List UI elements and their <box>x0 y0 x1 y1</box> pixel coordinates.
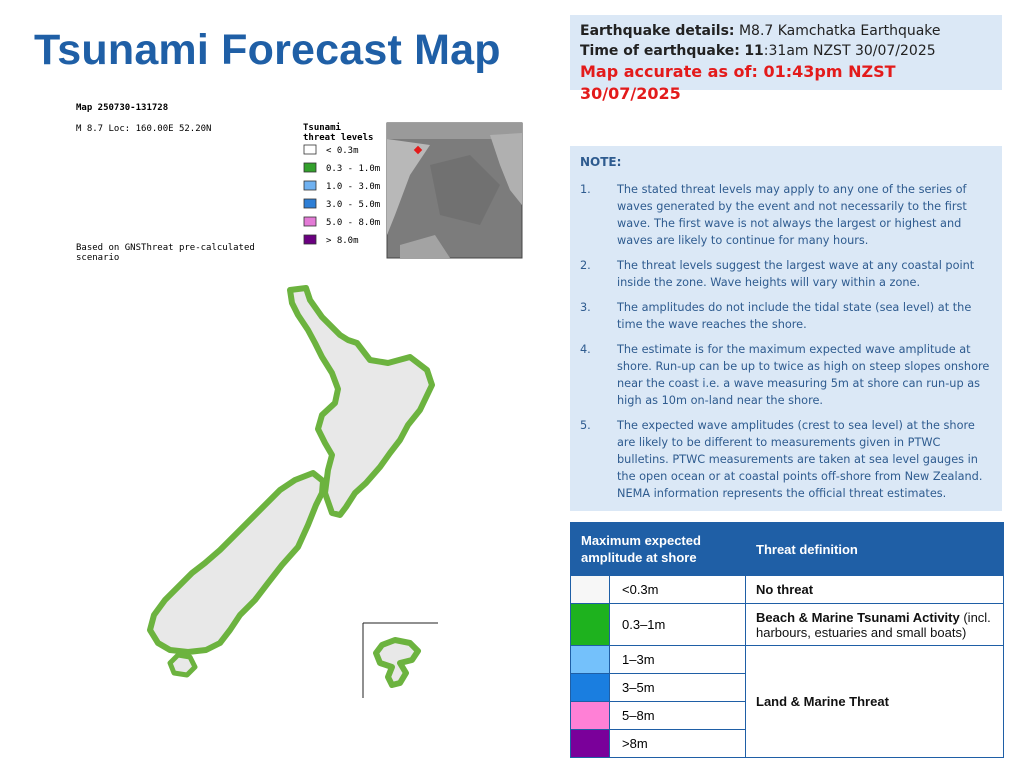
note-number: 1. <box>580 183 591 196</box>
legend-label: 1.0 - 3.0m <box>326 182 380 192</box>
based-on-line-2: scenario <box>76 253 119 263</box>
map-legend: < 0.3m 0.3 - 1.0m 1.0 - 3.0m 3.0 - 5.0m 5.0 … <box>303 144 380 246</box>
pacific-inset-map <box>386 122 523 259</box>
forecast-map: Map 250730-131728 M 8.7 Loc: 160.00E 52.… <box>70 95 530 705</box>
time-label: Time of earthquake: <box>580 43 740 59</box>
table-header-row: Maximum expected amplitude at shore Thre… <box>570 522 1004 576</box>
color-swatch <box>570 645 610 674</box>
amplitude-header: Maximum expected amplitude at shore <box>570 522 746 576</box>
range-cell: 1–3m <box>609 645 746 674</box>
definition-cell: Land & Marine Threat <box>745 645 1004 758</box>
threat-legend-table: Maximum expected amplitude at shore Thre… <box>570 522 1004 758</box>
earthquake-label: Earthquake details: <box>580 23 735 39</box>
note-list: 1. The stated threat levels may apply to … <box>580 181 992 502</box>
table-row: <0.3m No threat <box>570 575 1004 604</box>
table-row: 5–8m <box>570 701 1004 730</box>
earthquake-details-panel: Earthquake details: M8.7 Kamchatka Earth… <box>570 15 1002 103</box>
time-rest: :31am NZST 30/07/2025 <box>763 43 936 59</box>
page-title: Tsunami Forecast Map <box>34 26 501 74</box>
definition-bold: Beach & Marine Tsunami Activity <box>756 609 960 625</box>
based-on-line-1: Based on GNSThreat pre-calculated <box>76 243 255 253</box>
note-title: NOTE: <box>580 155 622 169</box>
threat-definition-header: Threat definition <box>745 522 1004 576</box>
note-text: The estimate is for the maximum expected… <box>617 343 990 407</box>
time-hour: 11 <box>744 43 764 59</box>
range-cell: <0.3m <box>609 575 746 604</box>
legend-swatch <box>303 144 317 155</box>
stewart-island <box>167 652 198 678</box>
legend-label: < 0.3m <box>326 146 359 156</box>
range-cell: 5–8m <box>609 701 746 730</box>
note-text: The threat levels suggest the largest wa… <box>617 259 975 289</box>
map-id: Map 250730-131728 <box>76 103 168 113</box>
legend-swatch <box>303 198 317 209</box>
earthquake-details-line: Earthquake details: M8.7 Kamchatka Earth… <box>580 21 992 41</box>
range-cell: 3–5m <box>609 673 746 702</box>
color-swatch <box>570 673 610 702</box>
color-swatch <box>570 603 610 646</box>
south-island <box>147 470 326 655</box>
note-number: 3. <box>580 301 591 314</box>
legend-title-2: threat levels <box>303 133 373 143</box>
table-row: 3–5m <box>570 673 1004 702</box>
chatham-islands-inset <box>362 622 438 698</box>
color-swatch <box>570 575 610 604</box>
legend-swatch <box>303 234 317 245</box>
table-row: 1–3m Land & Marine Threat <box>570 645 1004 758</box>
map-location: M 8.7 Loc: 160.00E 52.20N <box>76 124 211 134</box>
epicenter-marker <box>413 145 423 155</box>
legend-label: 3.0 - 5.0m <box>326 200 380 210</box>
forecast-map-svg: Map 250730-131728 M 8.7 Loc: 160.00E 52.… <box>76 103 523 698</box>
note-text: The amplitudes do not include the tidal … <box>617 301 972 331</box>
legend-title-1: Tsunami <box>303 122 342 133</box>
definition-cell: No threat <box>745 575 1004 604</box>
earthquake-time-line: Time of earthquake: 11:31am NZST 30/07/2… <box>580 41 992 61</box>
legend-label: 5.0 - 8.0m <box>326 218 380 228</box>
legend-label: > 8.0m <box>326 236 359 246</box>
note-item: 1. The stated threat levels may apply to … <box>580 181 992 249</box>
note-panel: NOTE: 1. The stated threat levels may app… <box>570 146 1002 511</box>
definition-detail: (incl. harbours, estuaries and small boa… <box>756 609 991 640</box>
range-cell: 0.3–1m <box>609 603 746 646</box>
legend-swatch <box>303 162 317 173</box>
legend-label: 0.3 - 1.0m <box>326 164 380 174</box>
note-number: 5. <box>580 419 591 432</box>
note-text: The expected wave amplitudes (crest to s… <box>617 419 983 500</box>
note-item: 4. The estimate is for the maximum expect… <box>580 341 992 409</box>
color-swatch <box>570 701 610 730</box>
range-cell: >8m <box>609 729 746 758</box>
note-text: The stated threat levels may apply to an… <box>617 183 967 247</box>
color-swatch <box>570 729 610 758</box>
note-item: 5. The expected wave amplitudes (crest to… <box>580 417 992 502</box>
north-island <box>287 285 435 518</box>
note-item: 3. The amplitudes do not include the tida… <box>580 299 992 333</box>
note-number: 2. <box>580 259 591 272</box>
legend-swatch <box>303 216 317 227</box>
note-number: 4. <box>580 343 591 356</box>
map-accurate-time: Map accurate as of: 01:43pm NZST 30/07/2… <box>580 62 896 103</box>
legend-swatch <box>303 180 317 191</box>
definition-cell: Beach & Marine Tsunami Activity (incl. h… <box>745 603 1004 646</box>
earthquake-value: M8.7 Kamchatka Earthquake <box>738 23 941 39</box>
table-row: >8m <box>570 729 1004 758</box>
note-item: 2. The threat levels suggest the largest … <box>580 257 992 291</box>
table-row: 0.3–1m Beach & Marine Tsunami Activity (… <box>570 603 1004 646</box>
